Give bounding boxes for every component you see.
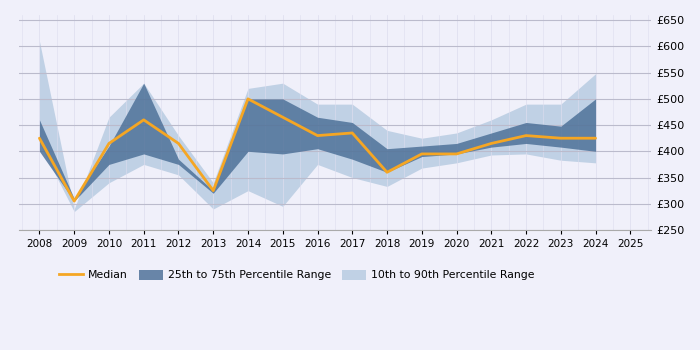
Legend: Median, 25th to 75th Percentile Range, 10th to 90th Percentile Range: Median, 25th to 75th Percentile Range, 1…	[55, 266, 539, 285]
